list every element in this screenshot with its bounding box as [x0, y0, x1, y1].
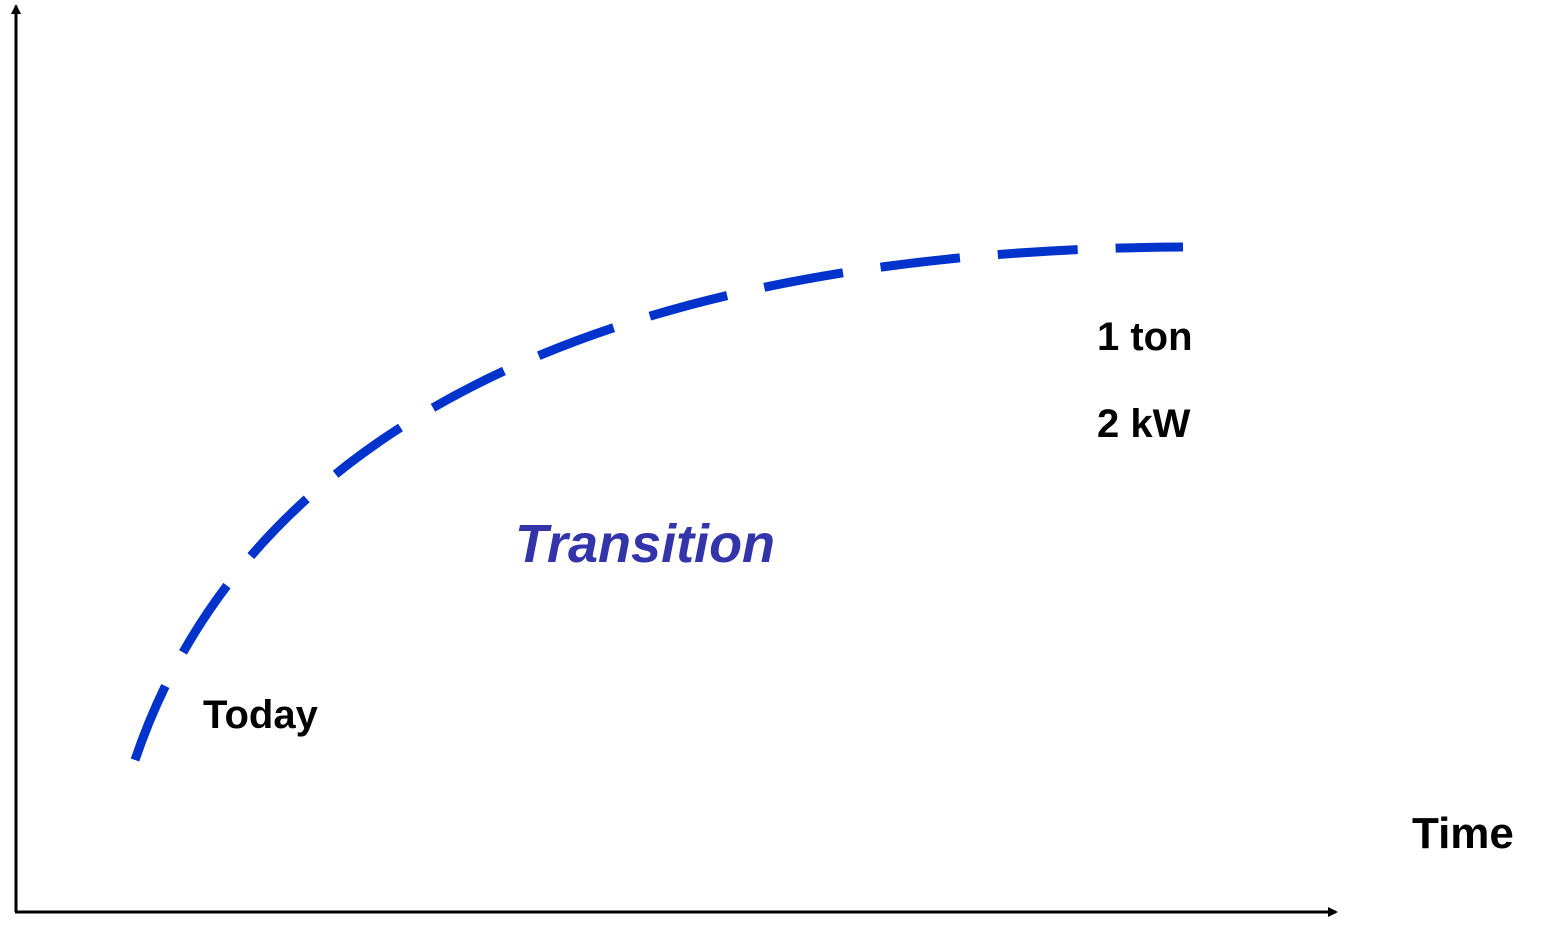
- trend-curve: [130, 242, 1184, 762]
- power-label: 2 kW: [1097, 402, 1191, 446]
- transition-label: Transition: [515, 514, 775, 574]
- today-label: Today: [203, 693, 319, 737]
- mass-label: 1 ton: [1097, 315, 1193, 359]
- x-axis-label: Time: [1412, 809, 1514, 858]
